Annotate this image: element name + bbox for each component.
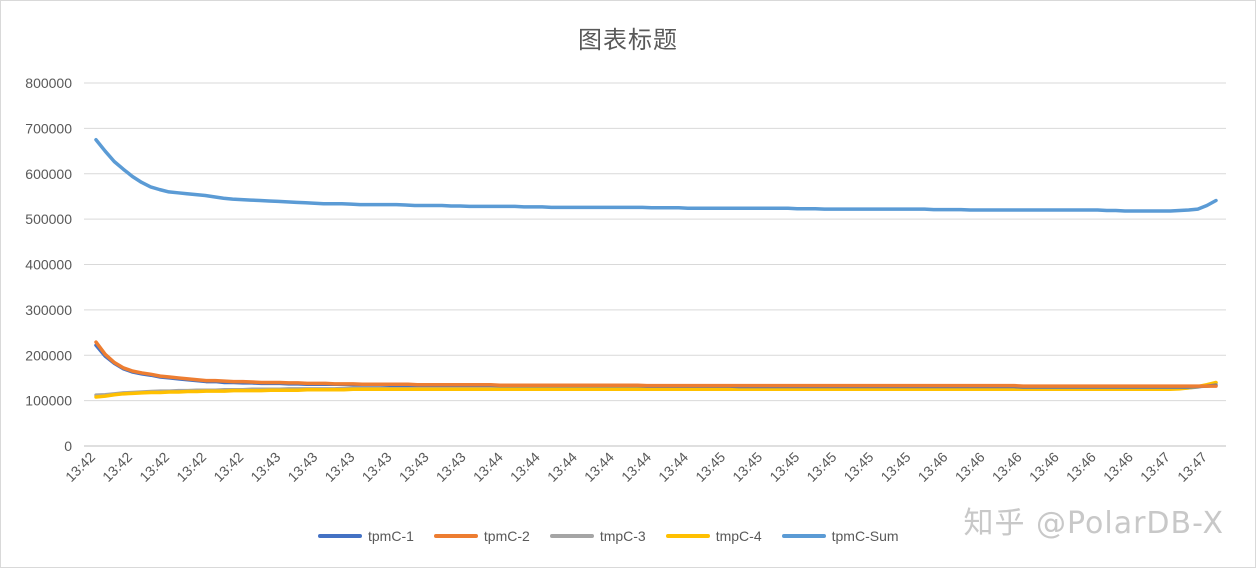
legend-item: tpmC-Sum [781,528,899,544]
x-tick-label: 13:42 [99,449,135,485]
x-tick-label: 13:45 [729,449,765,485]
series-line-tmpC-4 [94,380,1218,399]
legend-item: tpmC-2 [433,528,530,544]
x-tick-label: 13:44 [655,449,691,485]
x-tick-label: 13:45 [840,449,876,485]
y-tick-label: 500000 [25,211,72,227]
y-tick-label: 600000 [25,166,72,182]
y-tick-label: 700000 [25,120,72,136]
legend-label: tpmC-Sum [831,528,899,544]
y-tick-label: 100000 [25,393,72,409]
legend-swatch [318,534,362,538]
x-tick-label: 13:47 [1174,449,1210,485]
x-tick-label: 13:43 [321,449,357,485]
legend-label: tpmC-1 [368,528,414,544]
x-tick-label: 13:44 [507,449,543,485]
chart-title: 图表标题 [578,26,678,54]
y-tick-label: 800000 [25,75,72,91]
x-tick-label: 13:46 [1026,449,1062,485]
x-tick-label: 13:43 [284,449,320,485]
x-tick-label: 13:44 [618,449,654,485]
x-tick-label: 13:42 [136,449,172,485]
x-tick-label: 13:42 [210,449,246,485]
y-tick-label: 300000 [25,302,72,318]
series-lines [94,137,1218,399]
gridlines [84,82,1226,447]
x-tick-label: 13:42 [62,449,98,485]
x-tick-label: 13:43 [433,449,469,485]
x-tick-label: 13:44 [470,449,506,485]
legend-swatch [665,534,710,538]
x-tick-label: 13:46 [915,449,951,485]
legend-label: tpmC-2 [483,528,530,544]
series-line-tpmC-2 [94,340,1218,388]
series-line-tpmC-Sum [94,137,1218,213]
x-tick-label: 13:44 [581,449,617,485]
legend-item: tmpC-3 [549,528,646,544]
legend-item: tpmC-1 [318,528,414,544]
y-tick-label: 200000 [25,347,72,363]
y-axis-ticks: 0 100000 200000 300000 400000 500000 600000 700… [25,75,72,454]
x-tick-label: 13:43 [247,449,283,485]
watermark: 知乎 @PolarDB-X [963,506,1224,541]
y-tick-label: 400000 [25,257,72,273]
y-tick-label: 0 [64,438,72,454]
x-tick-label: 13:45 [766,449,802,485]
legend-swatch [433,534,478,538]
x-tick-label: 13:46 [1100,449,1136,485]
legend-label: tmpC-4 [715,528,762,544]
x-tick-label: 13:44 [544,449,580,485]
x-tick-label: 13:43 [359,449,395,485]
legend-item: tmpC-4 [665,528,762,544]
x-tick-label: 13:46 [989,449,1025,485]
legend-swatch [781,534,826,538]
x-tick-label: 13:45 [877,449,913,485]
x-tick-label: 13:46 [952,449,988,485]
legend-label: tmpC-3 [599,528,646,544]
x-tick-label: 13:45 [803,449,839,485]
x-tick-label: 13:45 [692,449,728,485]
x-tick-label: 13:47 [1137,449,1173,485]
x-tick-label: 13:43 [396,449,432,485]
x-tick-label: 13:42 [173,449,209,485]
x-axis-ticks: 13:42 13:42 13:42 13:42 13:42 13:43 13:43 13:43… [62,449,1210,485]
legend: tpmC-1 tpmC-2 tmpC-3 tmpC-4 tpmC-Sum [318,526,899,546]
legend-swatch [549,534,594,538]
x-tick-label: 13:46 [1063,449,1099,485]
